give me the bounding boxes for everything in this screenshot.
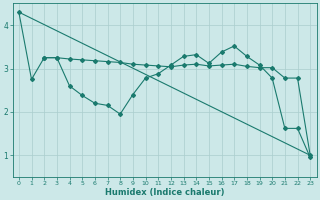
X-axis label: Humidex (Indice chaleur): Humidex (Indice chaleur) <box>105 188 224 197</box>
